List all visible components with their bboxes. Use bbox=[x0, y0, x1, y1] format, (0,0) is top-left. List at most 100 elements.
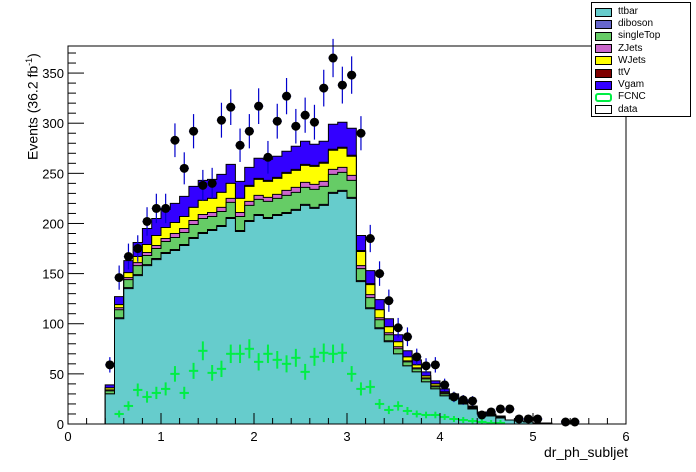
fcnc-point bbox=[495, 419, 506, 424]
y-tick-label: 150 bbox=[42, 267, 64, 282]
fcnc-point bbox=[123, 401, 134, 411]
fcnc-point bbox=[114, 410, 124, 418]
y-tick-label: 50 bbox=[50, 367, 64, 382]
data-point bbox=[198, 169, 208, 201]
legend-label: WJets bbox=[618, 54, 646, 66]
data-point bbox=[151, 193, 161, 224]
fcnc-point bbox=[393, 401, 403, 411]
legend-swatch bbox=[595, 44, 612, 54]
data-point bbox=[254, 88, 264, 125]
fcnc-point bbox=[291, 348, 301, 367]
legend-swatch bbox=[595, 68, 612, 78]
y-tick-label: 250 bbox=[42, 166, 64, 181]
data-point bbox=[374, 261, 385, 286]
data-point bbox=[347, 56, 357, 94]
data-point bbox=[458, 395, 468, 405]
fcnc-point bbox=[216, 360, 227, 378]
axes: 0 1 2 3 4 5 6 0 50 100 150 200 250 300 350 bbox=[42, 52, 630, 444]
fcnc-point bbox=[281, 355, 292, 373]
data-point bbox=[467, 396, 478, 406]
legend-swatch bbox=[595, 56, 612, 66]
fcnc-point bbox=[133, 383, 143, 397]
data-point bbox=[440, 378, 450, 392]
fcnc-point bbox=[235, 344, 245, 364]
legend-label: Vgam bbox=[618, 79, 645, 91]
x-tick-label: 0 bbox=[64, 429, 71, 444]
x-tick-label: 5 bbox=[529, 429, 536, 444]
legend-label: diboson bbox=[618, 18, 654, 30]
data-point bbox=[133, 235, 143, 262]
legend-swatch bbox=[595, 19, 612, 29]
data-point bbox=[430, 357, 440, 373]
data-point bbox=[226, 89, 236, 125]
fcnc-point bbox=[402, 406, 413, 415]
fcnc-point bbox=[412, 410, 422, 418]
legend-entry-zjets: ZJets bbox=[595, 43, 642, 55]
y-tick-label: 350 bbox=[42, 66, 64, 81]
fcnc-point bbox=[151, 386, 161, 400]
fcnc-point bbox=[226, 344, 236, 364]
data-point bbox=[161, 193, 171, 224]
stack-layer-ttbar bbox=[104, 190, 553, 425]
y-axis-label-text: Events (36.2 fb bbox=[24, 65, 41, 160]
fcnc-point bbox=[161, 382, 171, 396]
fcnc-point bbox=[458, 416, 468, 423]
y-tick-label: 300 bbox=[42, 116, 64, 131]
fcnc-point bbox=[254, 353, 264, 371]
y-tick-label: 100 bbox=[42, 317, 64, 332]
data-point bbox=[188, 114, 199, 149]
fcnc-signal-points bbox=[114, 339, 506, 424]
legend-entry-vgam: Vgam bbox=[595, 79, 644, 91]
fcnc-point bbox=[486, 419, 496, 424]
legend-swatch bbox=[595, 105, 612, 115]
fcnc-point bbox=[300, 363, 310, 380]
legend-swatch bbox=[595, 31, 612, 41]
fcnc-point bbox=[421, 411, 431, 419]
x-tick-label: 1 bbox=[157, 429, 164, 444]
data-point bbox=[263, 140, 273, 174]
legend-label: FCNC bbox=[618, 91, 646, 103]
legend-entry-ttv: ttV bbox=[595, 67, 630, 79]
legend-label: ttbar bbox=[618, 6, 639, 17]
data-point bbox=[412, 348, 422, 366]
y-tick-label: 0 bbox=[57, 417, 64, 432]
legend-label: data bbox=[618, 103, 638, 115]
legend-entry-diboson: diboson bbox=[595, 18, 653, 30]
fcnc-point bbox=[477, 418, 487, 424]
legend-label: ZJets bbox=[618, 42, 643, 54]
stacked-histogram bbox=[104, 121, 553, 425]
data-point bbox=[477, 410, 487, 420]
fcnc-point bbox=[309, 347, 320, 366]
fcnc-point bbox=[170, 366, 180, 382]
x-tick-label: 2 bbox=[250, 429, 257, 444]
legend-label: ttV bbox=[618, 67, 631, 78]
legend-label: singleTop bbox=[618, 30, 661, 42]
fcnc-point bbox=[384, 405, 394, 415]
data-point bbox=[365, 224, 375, 253]
x-tick-label: 3 bbox=[343, 429, 350, 444]
data-point bbox=[356, 116, 366, 151]
fcnc-point bbox=[467, 417, 478, 424]
fcnc-point bbox=[207, 364, 217, 381]
data-point bbox=[533, 414, 543, 424]
legend-entry-fcnc: FCNC bbox=[595, 91, 646, 103]
data-point bbox=[179, 152, 189, 185]
fcnc-point bbox=[347, 366, 357, 382]
data-point bbox=[114, 265, 124, 290]
x-axis-label: dr_ph_subljet bbox=[543, 444, 628, 460]
data-point bbox=[123, 243, 134, 270]
fcnc-point bbox=[365, 380, 375, 394]
fcnc-point bbox=[328, 344, 338, 364]
fcnc-point bbox=[142, 391, 152, 403]
data-point bbox=[291, 108, 301, 144]
fcnc-point bbox=[356, 382, 366, 396]
fcnc-point bbox=[337, 343, 347, 363]
data-point bbox=[272, 103, 282, 139]
data-point bbox=[393, 317, 403, 338]
legend-entry-data: data bbox=[595, 104, 637, 116]
data-point bbox=[523, 414, 533, 424]
data-point bbox=[384, 289, 394, 312]
data-point bbox=[105, 357, 115, 373]
data-point bbox=[142, 207, 152, 236]
fcnc-point bbox=[198, 341, 208, 361]
